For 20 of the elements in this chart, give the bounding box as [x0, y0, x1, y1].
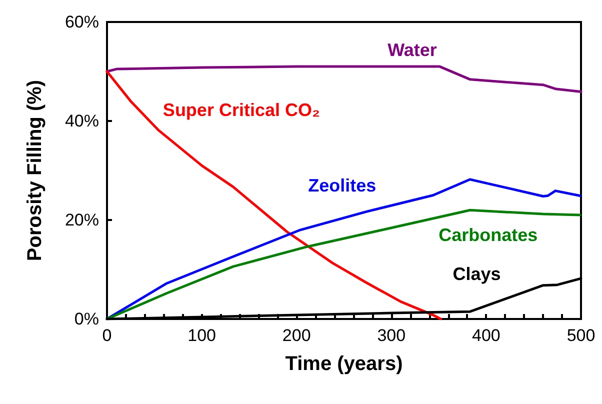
series-label: Zeolites — [308, 175, 376, 196]
line-series — [106, 65, 582, 94]
x-tick-label: 300 — [377, 326, 406, 345]
line-series — [106, 178, 582, 320]
x-tick-label: 500 — [566, 326, 596, 345]
x-axis-title: Time (years) — [285, 353, 403, 375]
y-tick-label: 40% — [64, 112, 99, 130]
series-label: Water — [388, 40, 437, 60]
x-tick-label: 200 — [282, 326, 311, 345]
series-label: Carbonates — [438, 224, 538, 245]
y-tick-label: 20% — [64, 210, 99, 230]
y-axis-title: Porosity Filling (%) — [24, 80, 46, 262]
series-label: Clays — [452, 264, 501, 284]
y-tick-label: 60% — [64, 12, 99, 32]
series-label: Super Critical CO₂ — [162, 100, 320, 120]
y-tick-label: 0% — [74, 310, 99, 328]
x-tick-label: 0 — [102, 326, 112, 345]
x-tick-label: 400 — [472, 326, 500, 345]
x-tick-label: 100 — [188, 326, 216, 345]
line-series — [106, 208, 582, 320]
